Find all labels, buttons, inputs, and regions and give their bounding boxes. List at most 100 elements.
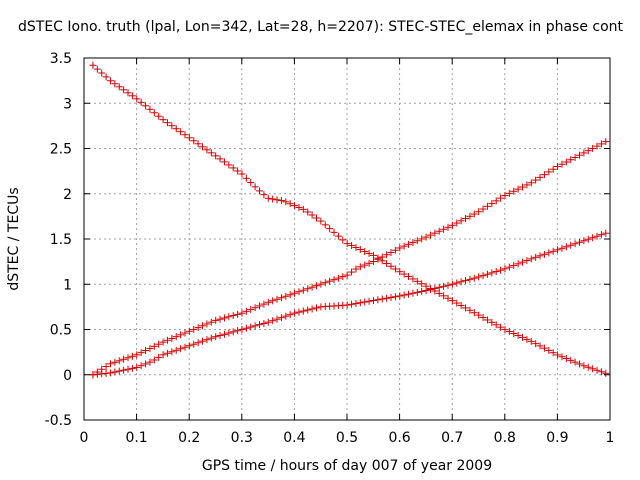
data-point — [286, 291, 294, 299]
data-point — [405, 290, 413, 298]
data-point — [207, 149, 215, 157]
data-point — [545, 249, 553, 257]
data-point — [413, 288, 421, 296]
data-point — [128, 352, 136, 360]
data-point — [225, 329, 233, 337]
data-point — [308, 211, 316, 219]
data-point — [128, 364, 136, 372]
data-point — [483, 316, 491, 324]
data-point — [234, 167, 242, 175]
data-point — [479, 205, 487, 213]
data-point — [312, 214, 320, 222]
data-point — [567, 356, 575, 364]
data-point — [589, 365, 597, 373]
data-point — [247, 179, 255, 187]
data-point — [273, 196, 281, 204]
data-point — [203, 336, 211, 344]
data-point — [242, 174, 250, 182]
data-point — [470, 309, 478, 317]
data-point — [519, 183, 527, 191]
data-point — [435, 289, 443, 297]
data-point — [190, 137, 198, 145]
data-point — [282, 312, 290, 320]
data-point — [304, 285, 312, 293]
data-point — [238, 309, 246, 317]
y-tick-label: -0.5 — [45, 413, 72, 429]
data-point — [247, 306, 255, 314]
data-point — [150, 356, 158, 364]
data-point — [308, 283, 316, 291]
data-point — [448, 297, 456, 305]
data-point — [142, 102, 150, 110]
axis-ticks: 0 0.1 0.2 0.3 0.4 0.5 0.6 0.7 0.8 0.9 1 -0.5 0 0.5 1 1.… — [45, 51, 615, 446]
data-point — [361, 298, 369, 306]
data-point — [378, 295, 386, 303]
data-point — [575, 151, 583, 159]
data-point — [505, 263, 513, 271]
data-point — [282, 292, 290, 300]
data-point — [286, 200, 294, 208]
data-point — [597, 140, 605, 148]
data-point — [475, 273, 483, 281]
data-point — [549, 247, 557, 255]
data-point — [251, 304, 259, 312]
data-point — [89, 61, 97, 69]
data-point — [514, 185, 522, 193]
data-point — [251, 183, 259, 191]
data-point — [203, 320, 211, 328]
data-point — [356, 245, 364, 253]
data-point — [501, 326, 509, 334]
data-point — [400, 242, 408, 250]
data-point — [339, 273, 347, 281]
data-point — [177, 128, 185, 136]
data-point — [593, 366, 601, 374]
data-point — [483, 202, 491, 210]
data-point — [440, 282, 448, 290]
data-point — [571, 153, 579, 161]
data-point — [532, 253, 540, 261]
data-point — [133, 95, 141, 103]
data-point — [159, 116, 167, 124]
data-point — [352, 244, 360, 252]
data-point — [584, 147, 592, 155]
data-point — [571, 240, 579, 248]
data-point — [444, 294, 452, 302]
x-tick-label: 0 — [80, 430, 89, 446]
data-point — [365, 249, 373, 257]
data-point — [523, 335, 531, 343]
data-point — [199, 337, 207, 345]
data-point — [128, 92, 136, 100]
data-point — [150, 342, 158, 350]
data-point — [523, 181, 531, 189]
data-point — [593, 232, 601, 240]
data-point — [190, 325, 198, 333]
data-point — [295, 288, 303, 296]
data-point — [203, 146, 211, 154]
data-point — [260, 319, 268, 327]
data-point — [519, 333, 527, 341]
data-point — [181, 329, 189, 337]
data-point — [102, 73, 110, 81]
data-point — [374, 296, 382, 304]
data-point — [111, 368, 119, 376]
data-point — [558, 244, 566, 252]
data-point — [291, 289, 299, 297]
data-point — [177, 331, 185, 339]
data-point — [102, 363, 110, 371]
data-point — [295, 203, 303, 211]
data-point — [106, 369, 114, 377]
data-point — [418, 287, 426, 295]
data-point — [527, 337, 535, 345]
data-point — [497, 266, 505, 274]
data-point — [479, 272, 487, 280]
data-point — [597, 368, 605, 376]
data-point — [488, 269, 496, 277]
data-point — [431, 284, 439, 292]
data-point — [291, 202, 299, 210]
data-point — [194, 324, 202, 332]
data-point — [251, 322, 259, 330]
data-point — [532, 340, 540, 348]
data-point — [142, 347, 150, 355]
data-point — [558, 353, 566, 361]
data-point — [580, 149, 588, 157]
